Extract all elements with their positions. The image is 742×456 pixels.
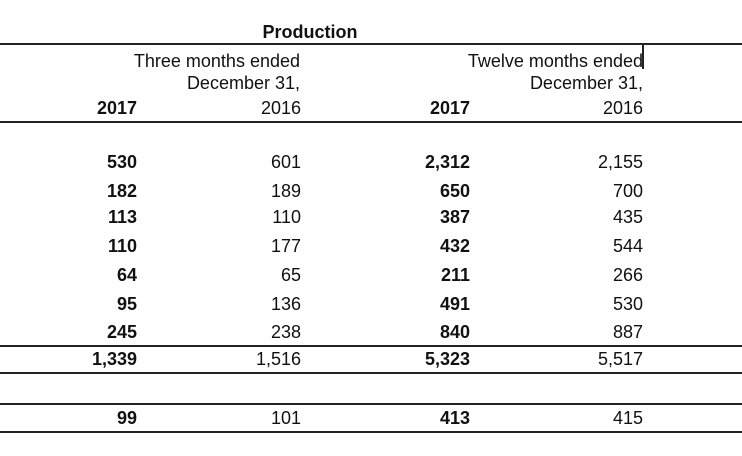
- cell-2017-twelve-months: 387: [439, 207, 470, 227]
- cell-2016-three-months: 177: [270, 236, 301, 256]
- three-months-header-line2: December 31,: [186, 73, 300, 93]
- cell-2017-twelve-months: 650: [439, 181, 470, 201]
- year-header-2017-three-months: 2017: [96, 98, 137, 118]
- last-2016-twelve-months: 415: [612, 408, 643, 428]
- cell-2017-three-months: 95: [116, 294, 137, 314]
- cell-2017-three-months: 245: [106, 322, 137, 342]
- cell-2017-twelve-months: 840: [439, 322, 470, 342]
- cell-2016-twelve-months: 2,155: [597, 152, 643, 172]
- cell-2016-three-months: 189: [270, 181, 301, 201]
- cell-2016-twelve-months: 544: [612, 236, 643, 256]
- total-top-rule: [0, 345, 742, 347]
- cell-2016-twelve-months: 435: [612, 207, 643, 227]
- cell-2016-twelve-months: 266: [612, 265, 643, 285]
- last-bottom-rule: [0, 431, 742, 433]
- year-header-2017-twelve-months: 2017: [429, 98, 470, 118]
- total-bottom-rule: [0, 372, 742, 374]
- header-right-tick: [642, 43, 644, 69]
- year-header-2016-twelve-months: 2016: [602, 98, 643, 118]
- cell-2016-three-months: 136: [270, 294, 301, 314]
- cell-2017-three-months: 113: [107, 207, 137, 227]
- cell-2016-three-months: 110: [272, 207, 301, 227]
- twelve-months-header-line1: Twelve months ended: [467, 51, 643, 71]
- cell-2016-three-months: 601: [270, 152, 301, 172]
- cell-2017-twelve-months: 2,312: [424, 152, 470, 172]
- header-bottom-rule: [0, 121, 742, 123]
- last-2017-twelve-months: 413: [439, 408, 470, 428]
- total-2016-twelve-months: 5,517: [597, 349, 643, 369]
- cell-2016-three-months: 238: [270, 322, 301, 342]
- last-2017-three-months: 99: [116, 408, 137, 428]
- total-2017-three-months: 1,339: [91, 349, 137, 369]
- cell-2017-three-months: 530: [106, 152, 137, 172]
- cell-2017-three-months: 110: [107, 236, 137, 256]
- header-top-rule: [0, 43, 742, 45]
- last-top-rule: [0, 403, 742, 405]
- cell-2017-twelve-months: 491: [439, 294, 470, 314]
- three-months-header-line1: Three months ended: [133, 51, 300, 71]
- cell-2016-three-months: 65: [280, 265, 301, 285]
- cell-2017-three-months: 64: [116, 265, 137, 285]
- table-title: Production: [262, 22, 358, 42]
- last-2016-three-months: 101: [270, 408, 301, 428]
- cell-2016-twelve-months: 530: [612, 294, 643, 314]
- cell-2016-twelve-months: 887: [612, 322, 643, 342]
- cell-2017-twelve-months: 211: [440, 265, 470, 285]
- total-2016-three-months: 1,516: [255, 349, 301, 369]
- cell-2017-twelve-months: 432: [439, 236, 470, 256]
- cell-2016-twelve-months: 700: [612, 181, 643, 201]
- cell-2017-three-months: 182: [106, 181, 137, 201]
- total-2017-twelve-months: 5,323: [424, 349, 470, 369]
- twelve-months-header-line2: December 31,: [529, 73, 643, 93]
- year-header-2016-three-months: 2016: [260, 98, 301, 118]
